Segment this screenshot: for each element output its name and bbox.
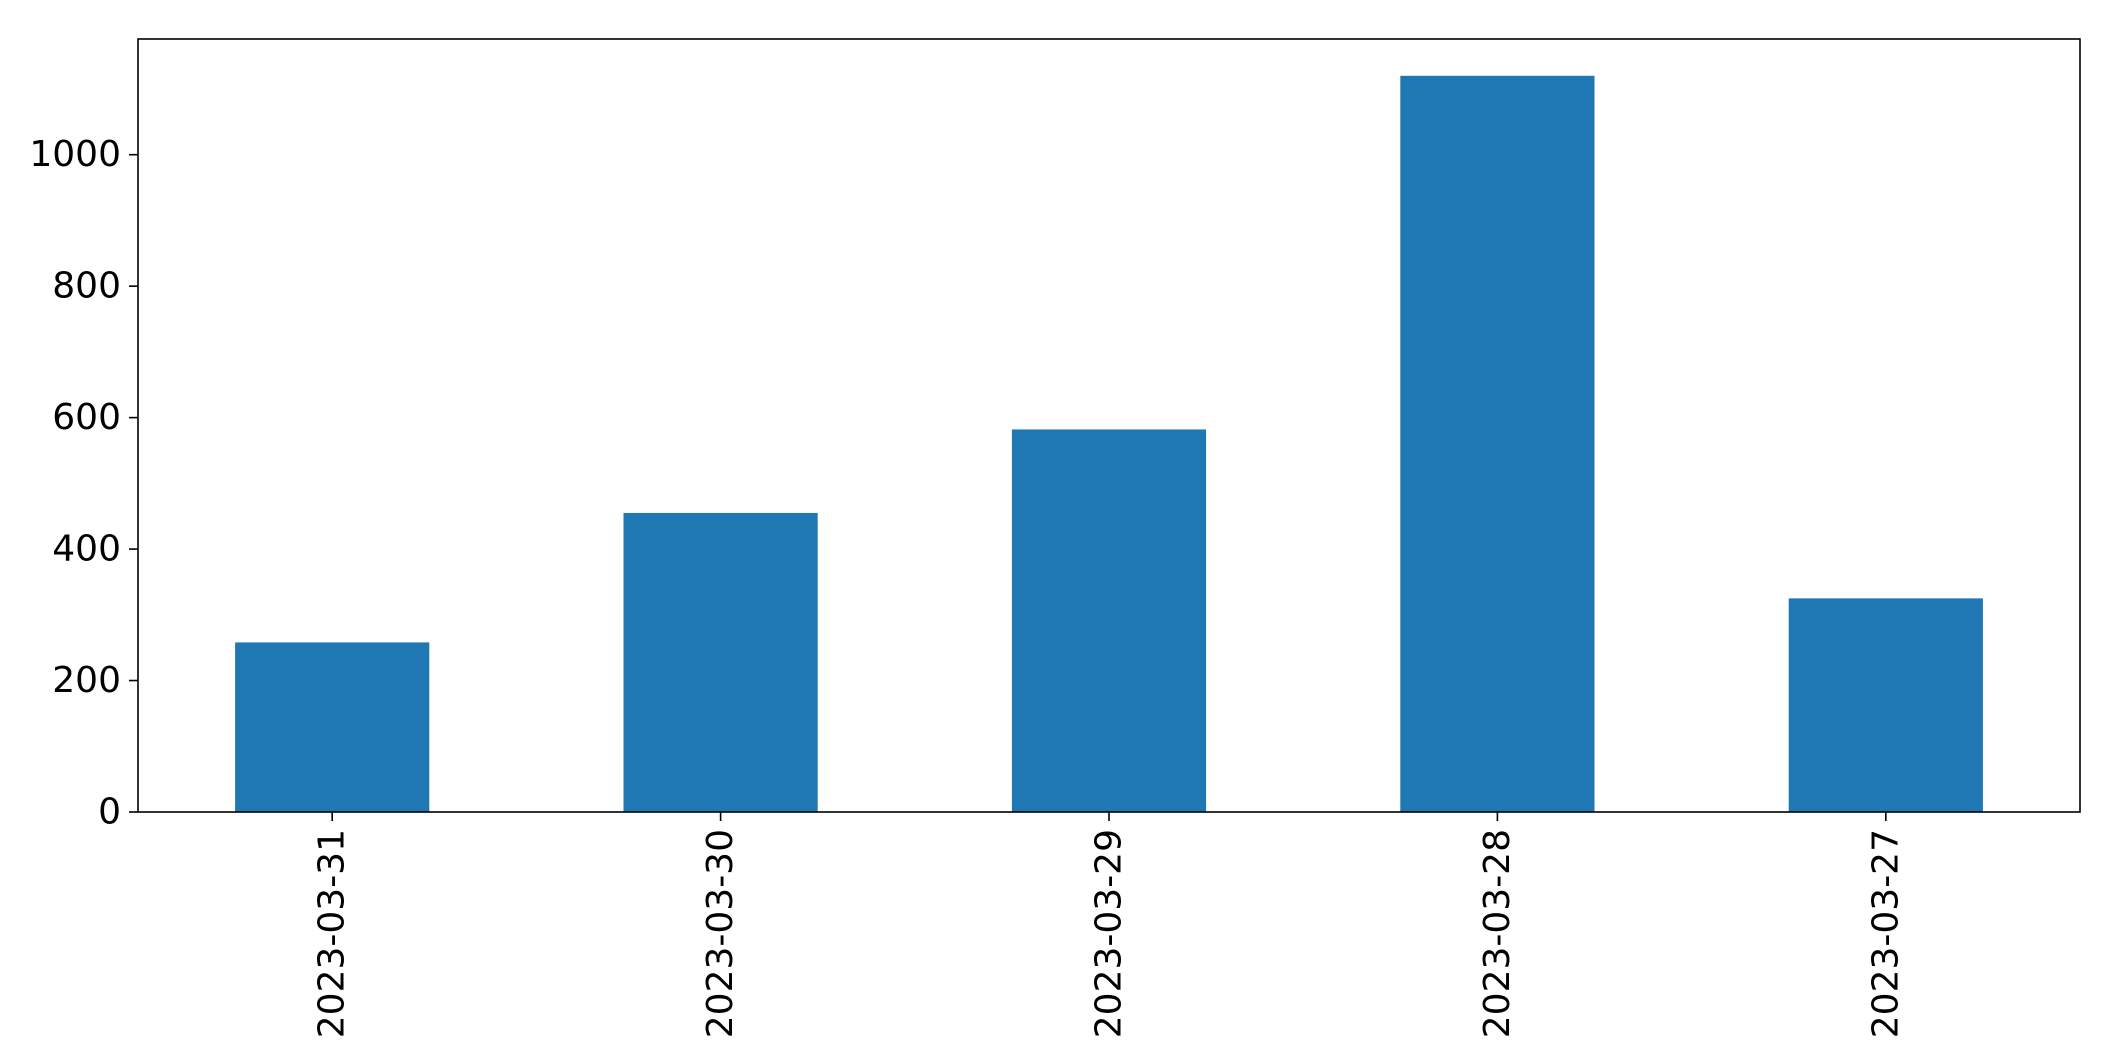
x-axis: 2023-03-31 2023-03-30 2023-03-29 2023-03-28…	[312, 812, 1906, 1038]
y-tick-label: 600	[52, 397, 121, 438]
x-tick-label: 2023-03-30	[700, 829, 741, 1038]
bar-2023-03-31	[235, 642, 430, 812]
y-tick-label: 0	[98, 792, 121, 833]
bar-2023-03-28	[1400, 75, 1595, 813]
y-axis: 0 200 400 600 800 1000	[29, 134, 138, 833]
x-tick-label: 2023-03-27	[1865, 829, 1906, 1038]
x-tick-label: 2023-03-28	[1477, 829, 1518, 1038]
bar-2023-03-27	[1788, 598, 1983, 812]
x-tick-label: 2023-03-29	[1089, 829, 1130, 1038]
y-tick-label: 400	[52, 529, 121, 570]
bar-2023-03-30	[623, 512, 818, 812]
x-tick-label: 2023-03-31	[312, 829, 353, 1038]
bars-group	[235, 75, 1983, 813]
y-tick-label: 800	[52, 266, 121, 307]
y-tick-label: 1000	[29, 134, 121, 175]
bar-2023-03-29	[1011, 429, 1207, 812]
y-tick-label: 200	[52, 660, 121, 701]
